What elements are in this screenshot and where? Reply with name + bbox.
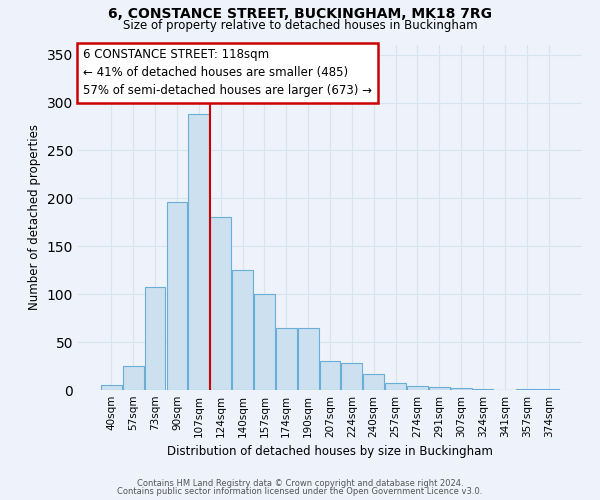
Bar bbox=[364, 374, 384, 390]
Text: 6, CONSTANCE STREET, BUCKINGHAM, MK18 7RG: 6, CONSTANCE STREET, BUCKINGHAM, MK18 7R… bbox=[108, 8, 492, 22]
Bar bbox=[385, 384, 406, 390]
Bar bbox=[167, 202, 187, 390]
Text: Contains HM Land Registry data © Crown copyright and database right 2024.: Contains HM Land Registry data © Crown c… bbox=[137, 478, 463, 488]
Bar bbox=[101, 385, 122, 390]
X-axis label: Distribution of detached houses by size in Buckingham: Distribution of detached houses by size … bbox=[167, 446, 493, 458]
Bar bbox=[407, 386, 428, 390]
Bar bbox=[123, 366, 143, 390]
Bar bbox=[254, 294, 275, 390]
Bar bbox=[145, 286, 166, 390]
Bar bbox=[341, 363, 362, 390]
Bar bbox=[232, 270, 253, 390]
Text: Size of property relative to detached houses in Buckingham: Size of property relative to detached ho… bbox=[122, 19, 478, 32]
Bar bbox=[298, 328, 319, 390]
Y-axis label: Number of detached properties: Number of detached properties bbox=[28, 124, 41, 310]
Bar bbox=[517, 389, 537, 390]
Bar bbox=[429, 387, 450, 390]
Bar bbox=[473, 389, 493, 390]
Text: Contains public sector information licensed under the Open Government Licence v3: Contains public sector information licen… bbox=[118, 487, 482, 496]
Bar bbox=[451, 388, 472, 390]
Bar bbox=[538, 389, 559, 390]
Bar bbox=[188, 114, 209, 390]
Bar bbox=[276, 328, 296, 390]
Bar bbox=[320, 361, 340, 390]
Text: 6 CONSTANCE STREET: 118sqm
← 41% of detached houses are smaller (485)
57% of sem: 6 CONSTANCE STREET: 118sqm ← 41% of deta… bbox=[83, 48, 372, 98]
Bar bbox=[210, 216, 231, 390]
